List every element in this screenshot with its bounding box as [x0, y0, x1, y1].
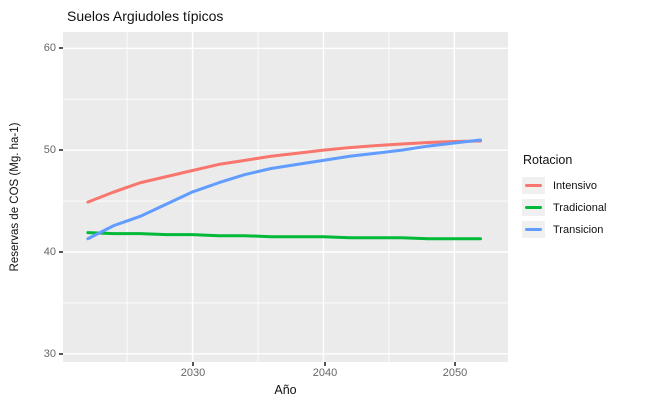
x-tick-label: 2050 — [442, 367, 468, 379]
legend-key-swatch — [522, 199, 545, 216]
y-tick-label: 50 — [43, 144, 56, 156]
legend-key-line — [525, 228, 542, 231]
series-line-tradicional — [86, 231, 483, 241]
y-tick-label: 30 — [43, 348, 56, 360]
legend-item-label: Transicion — [553, 223, 604, 236]
legend-items: Intensivo Tradicional Transicion — [522, 177, 606, 238]
legend-item-label: Intensivo — [553, 179, 598, 192]
legend-key-line — [525, 206, 542, 209]
y-axis-title: Reservas de COS (Mg. ha-1) — [9, 122, 21, 272]
y-tick-mark — [59, 47, 63, 49]
x-tick-label: 2040 — [312, 367, 338, 379]
legend: Rotacion Intensivo Tradicional Transicion — [522, 153, 606, 243]
legend-item-intensivo: Intensivo — [522, 177, 606, 194]
legend-key-swatch — [522, 177, 545, 194]
x-tick-mark — [454, 362, 456, 366]
x-axis-title: Año — [274, 383, 297, 397]
legend-item-transicion: Transicion — [522, 221, 606, 238]
y-tick-mark — [59, 353, 63, 355]
y-tick-label: 40 — [43, 246, 56, 258]
x-tick-mark — [324, 362, 326, 366]
legend-title: Rotacion — [523, 153, 573, 167]
y-tick-mark — [59, 149, 63, 151]
y-tick-mark — [59, 251, 63, 253]
series-line-transicion — [86, 138, 483, 241]
series-line-intensivo — [86, 139, 483, 204]
legend-item-tradicional: Tradicional — [522, 199, 606, 216]
legend-key-swatch — [522, 221, 545, 238]
x-tick-mark — [192, 362, 194, 366]
chart-title: Suelos Argiudoles típicos — [67, 8, 224, 24]
y-tick-label: 60 — [43, 42, 56, 54]
legend-item-label: Tradicional — [553, 201, 607, 214]
plot-area-svg — [63, 32, 508, 362]
plot-panel — [63, 32, 508, 362]
legend-key-line — [525, 184, 542, 187]
x-tick-label: 2030 — [180, 367, 206, 379]
